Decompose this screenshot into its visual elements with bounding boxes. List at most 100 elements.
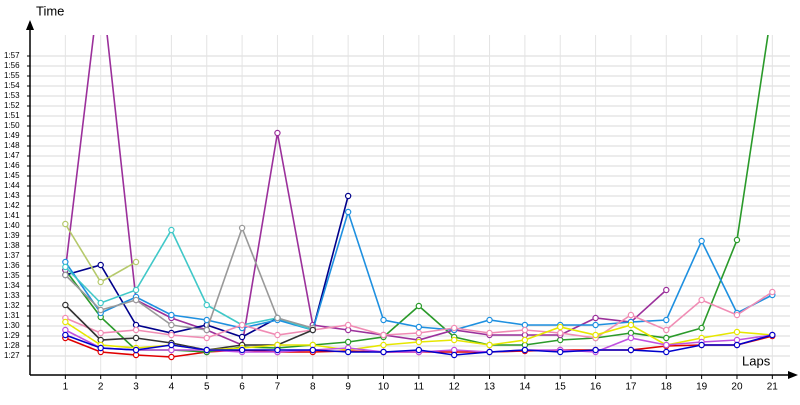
y-tick-label: 1:46 <box>4 161 20 170</box>
data-point <box>168 341 175 349</box>
x-tick-label: 2 <box>98 382 104 393</box>
plot-area <box>62 35 776 361</box>
data-point <box>592 346 599 354</box>
x-tick-label: 17 <box>625 382 637 393</box>
data-point <box>62 271 69 279</box>
data-point <box>132 258 140 266</box>
x-tick-label: 18 <box>661 382 673 393</box>
data-point <box>380 331 387 339</box>
data-point <box>203 326 210 334</box>
labels: 1:271:281:291:301:311:321:331:341:351:36… <box>4 51 778 393</box>
data-point <box>486 348 493 356</box>
data-point <box>627 321 635 329</box>
x-tick-label: 8 <box>310 382 316 393</box>
grid <box>30 35 790 375</box>
data-point <box>62 318 69 326</box>
x-tick-label: 10 <box>378 382 390 393</box>
data-point <box>663 316 670 324</box>
y-tick-label: 1:47 <box>4 151 20 160</box>
data-point <box>769 331 776 339</box>
x-tick-label: 12 <box>449 382 461 393</box>
data-point <box>698 296 705 304</box>
data-point <box>557 323 564 331</box>
data-point <box>132 346 140 354</box>
y-tick-label: 1:51 <box>4 111 20 120</box>
y-tick-label: 1:43 <box>4 191 20 200</box>
y-tick-label: 1:27 <box>4 351 20 360</box>
data-point <box>97 306 104 314</box>
data-point <box>627 346 635 354</box>
x-tick-label: 13 <box>484 382 496 393</box>
data-point <box>627 334 635 342</box>
x-tick-label: 4 <box>169 382 175 393</box>
data-point <box>663 341 670 349</box>
y-tick-label: 1:44 <box>4 181 20 190</box>
data-point <box>274 314 281 322</box>
data-point <box>733 236 741 244</box>
data-point <box>168 311 175 319</box>
data-point <box>238 346 246 354</box>
data-point <box>415 346 423 354</box>
x-tick-label: 14 <box>519 382 531 393</box>
data-point <box>238 333 246 341</box>
y-tick-label: 1:39 <box>4 231 20 240</box>
data-point <box>415 302 423 310</box>
y-tick-label: 1:53 <box>4 91 20 100</box>
data-point <box>62 301 69 309</box>
y-tick-label: 1:41 <box>4 211 20 220</box>
y-tick-label: 1:45 <box>4 171 20 180</box>
data-point <box>97 299 104 307</box>
y-tick-label: 1:49 <box>4 131 20 140</box>
data-point <box>97 278 104 286</box>
data-point <box>274 129 281 137</box>
data-point <box>663 348 670 356</box>
data-point <box>663 286 670 294</box>
x-tick-label: 15 <box>555 382 567 393</box>
y-tick-label: 1:52 <box>4 101 20 110</box>
y-tick-label: 1:37 <box>4 251 20 260</box>
x-tick-label: 16 <box>590 382 602 393</box>
x-tick-label: 5 <box>204 382 210 393</box>
x-axis-arrow <box>788 371 798 379</box>
data-point <box>663 334 670 342</box>
y-tick-label: 1:34 <box>4 281 20 290</box>
data-point <box>627 311 635 319</box>
data-point <box>733 311 741 319</box>
data-point <box>168 353 175 361</box>
data-point <box>132 334 140 342</box>
y-tick-label: 1:32 <box>4 301 20 310</box>
data-point <box>344 321 352 329</box>
data-point <box>557 329 564 337</box>
data-point <box>698 324 705 332</box>
y-tick-label: 1:56 <box>4 61 20 70</box>
data-point <box>521 346 529 354</box>
data-point <box>168 321 175 329</box>
data-point <box>521 336 529 344</box>
y-tick-label: 1:33 <box>4 291 20 300</box>
data-point <box>486 341 493 349</box>
data-point <box>344 348 352 356</box>
x-tick-label: 20 <box>731 382 743 393</box>
data-point <box>344 192 352 200</box>
x-tick-label: 9 <box>345 382 351 393</box>
data-point <box>486 316 493 324</box>
data-point <box>274 346 281 354</box>
data-point <box>274 331 281 339</box>
series-line <box>64 35 667 347</box>
y-tick-label: 1:29 <box>4 331 20 340</box>
x-tick-label: 1 <box>63 382 69 393</box>
data-point <box>132 296 140 304</box>
data-point <box>486 329 493 337</box>
x-tick-label: 21 <box>767 382 779 393</box>
data-point <box>557 348 564 356</box>
data-point <box>380 316 387 324</box>
y-tick-label: 1:42 <box>4 201 20 210</box>
y-tick-label: 1:57 <box>4 51 20 60</box>
data-point <box>344 208 352 216</box>
data-point <box>97 344 104 352</box>
x-tick-label: 7 <box>275 382 281 393</box>
data-point <box>733 328 741 336</box>
data-point <box>132 286 140 294</box>
x-tick-label: 11 <box>414 382 425 393</box>
